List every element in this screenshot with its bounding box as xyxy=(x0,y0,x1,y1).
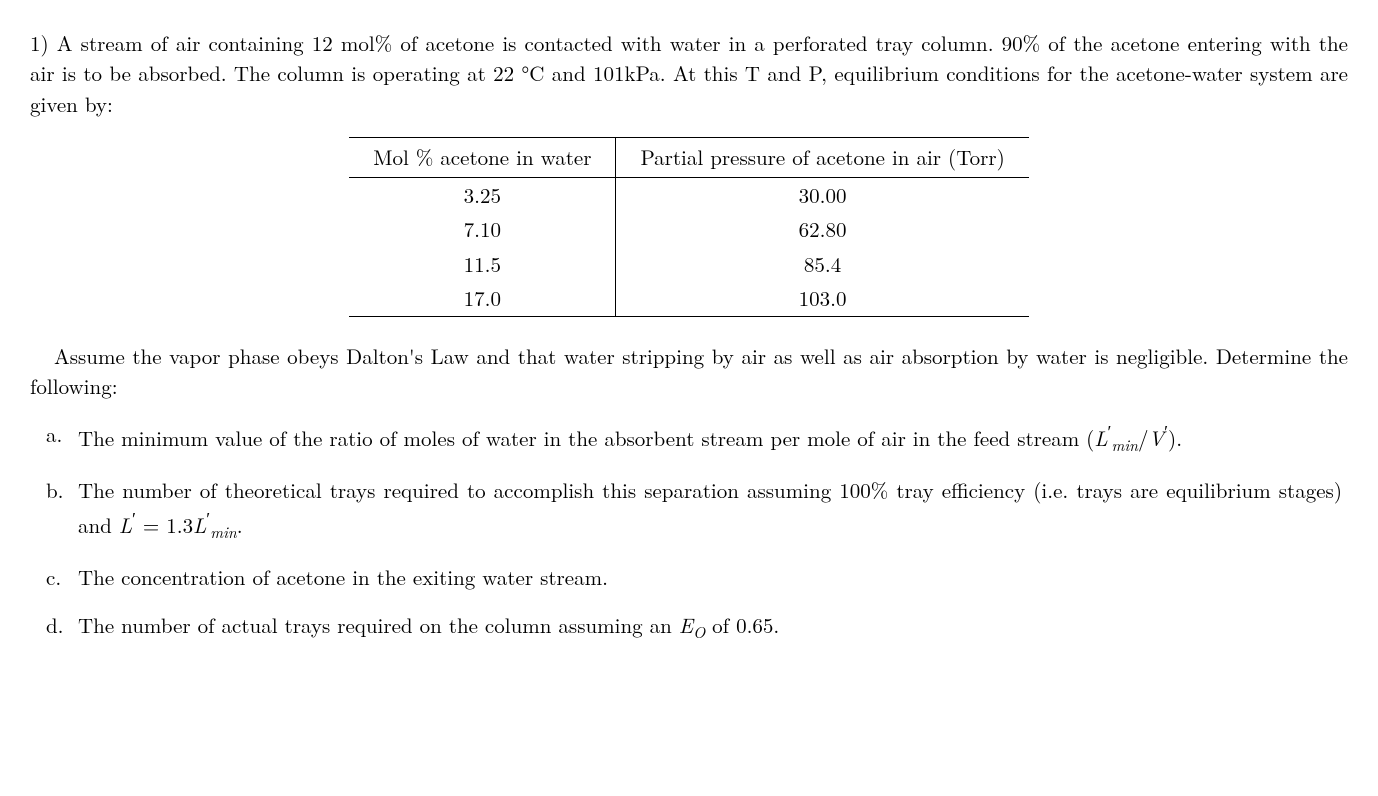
question-text: The number of actual trays required on t… xyxy=(78,610,679,640)
instruction-paragraph: Assume the vapor phase obeys Dalton's La… xyxy=(30,341,1348,402)
question-text: The number of theoretical trays required… xyxy=(78,475,1342,539)
equilibrium-table: Mol % acetone in water Partial pressure … xyxy=(349,137,1029,316)
question-text: The concentration of acetone in the exit… xyxy=(78,562,608,592)
table-cell: 17.0 xyxy=(349,281,616,316)
question-text-after: ). xyxy=(1168,423,1182,453)
table-row: 7.10 62.80 xyxy=(349,212,1029,246)
table-cell: 85.4 xyxy=(616,247,1029,281)
equilibrium-table-container: Mol % acetone in water Partial pressure … xyxy=(30,137,1348,316)
question-text: The minimum value of the ratio of moles … xyxy=(78,423,1094,453)
table-cell: 7.10 xyxy=(349,212,616,246)
table-row: 11.5 85.4 xyxy=(349,247,1029,281)
table-cell: 62.80 xyxy=(616,212,1029,246)
table-header-row: Mol % acetone in water Partial pressure … xyxy=(349,138,1029,177)
math-L: L xyxy=(119,510,132,540)
question-a: a. The minimum value of the ratio of mol… xyxy=(78,419,1348,457)
math-expression: L′ = 1.3L′min xyxy=(119,510,237,540)
math-expression: L′min/V′ xyxy=(1094,423,1168,453)
math-min: min xyxy=(1111,434,1138,457)
problem-statement: 1) A stream of air containing 12 mol% of… xyxy=(30,28,1348,119)
table-cell: 30.00 xyxy=(616,177,1029,212)
math-slash: / xyxy=(1138,423,1149,453)
math-coef: 1.3 xyxy=(166,510,193,540)
question-marker: c. xyxy=(46,562,61,592)
problem-text: A stream of air containing 12 mol% of ac… xyxy=(30,28,1348,119)
question-marker: b. xyxy=(46,475,64,505)
table-header-col2: Partial pressure of acetone in air (Torr… xyxy=(616,138,1029,177)
math-expression: EO xyxy=(679,610,705,640)
math-min: min xyxy=(210,520,237,543)
problem-number: 1) xyxy=(30,28,49,58)
question-list: a. The minimum value of the ratio of mol… xyxy=(30,419,1348,644)
math-O: O xyxy=(693,620,705,643)
math-E: E xyxy=(679,610,693,640)
question-marker: d. xyxy=(46,610,64,640)
question-text-after: . xyxy=(237,510,243,540)
math-equals: = xyxy=(136,510,166,540)
math-L: L xyxy=(1094,423,1107,453)
table-cell: 3.25 xyxy=(349,177,616,212)
question-c: c. The concentration of acetone in the e… xyxy=(78,562,1348,592)
question-text-after: of 0.65. xyxy=(705,610,779,640)
table-row: 17.0 103.0 xyxy=(349,281,1029,316)
math-L: L xyxy=(193,510,206,540)
table-cell: 103.0 xyxy=(616,281,1029,316)
table-row: 3.25 30.00 xyxy=(349,177,1029,212)
question-b: b. The number of theoretical trays requi… xyxy=(78,475,1348,543)
math-V: V xyxy=(1149,423,1165,453)
table-cell: 11.5 xyxy=(349,247,616,281)
question-marker: a. xyxy=(46,419,62,449)
question-d: d. The number of actual trays required o… xyxy=(78,610,1348,644)
table-header-col1: Mol % acetone in water xyxy=(349,138,616,177)
